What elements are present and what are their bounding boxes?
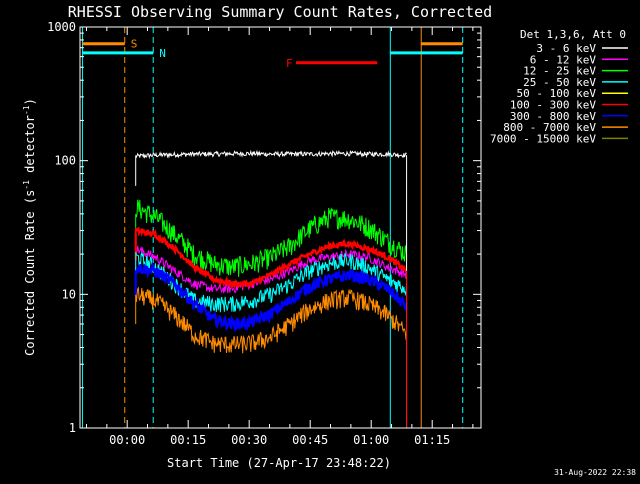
timestamp: 31-Aug-2022 22:38 [554, 468, 636, 477]
series-line-2 [135, 199, 408, 277]
y-tick-label: 1000 [47, 20, 76, 34]
series-line-5 [134, 226, 408, 290]
series-line-0 [135, 149, 407, 186]
x-tick-label: 00:00 [109, 433, 145, 447]
y-tick-label: 100 [54, 154, 76, 168]
x-tick-label: 01:00 [353, 433, 389, 447]
x-tick-label: 01:15 [414, 433, 450, 447]
plot-layer: S N F [81, 27, 464, 428]
y-tick-label: 10 [62, 287, 76, 301]
legend-label-2: 12 - 25 keV [523, 65, 596, 78]
legend-label-4: 50 - 100 keV [517, 87, 597, 100]
legend-label-7: 800 - 7000 keV [503, 121, 596, 134]
y-axis-label-sup1: -1 [22, 180, 31, 190]
plot-frame [79, 26, 482, 429]
x-tick-label: 00:30 [231, 433, 267, 447]
x-axis-label: Start Time (27-Apr-17 23:48:22) [167, 456, 391, 470]
series-line-1 [135, 245, 408, 294]
series-line-7 [135, 286, 408, 354]
y-axis-label: Corrected Count Rate (s-1 detector-1) [22, 98, 37, 356]
legend-label-8: 7000 - 15000 keV [490, 132, 596, 145]
chart-title: RHESSI Observing Summary Count Rates, Co… [68, 3, 492, 21]
y-axis-label-base: Corrected Count Rate (s [23, 190, 37, 356]
legend-label-1: 6 - 12 keV [530, 53, 597, 66]
y-axis-label-mid: detector [23, 115, 37, 180]
legend-label-6: 300 - 800 keV [510, 110, 596, 123]
marker-label-n: N [159, 47, 166, 60]
x-tick-label: 00:45 [292, 433, 328, 447]
series-line-6 [134, 261, 408, 333]
y-axis-label-end: ) [23, 98, 37, 105]
legend-label-0: 3 - 6 keV [536, 42, 596, 55]
y-axis-label-sup2: -1 [22, 105, 31, 115]
legend-header: Det 1,3,6, Att 0 [520, 28, 626, 41]
y-tick-label: 1 [69, 421, 76, 435]
axes-layer: 1 10 100 1000 00:00 00:15 00:30 00:45 01:00 01:15 [47, 20, 482, 447]
x-tick-label: 00:15 [170, 433, 206, 447]
marker-label-s: S [131, 38, 138, 51]
legend-label-3: 25 - 50 keV [523, 76, 596, 89]
legend-label-5: 100 - 300 keV [510, 99, 596, 112]
marker-label-f: F [286, 57, 293, 70]
